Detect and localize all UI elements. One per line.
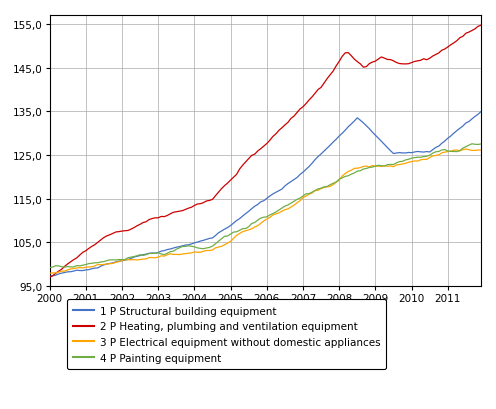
- Legend: 1 P Structural building equipment, 2 P Heating, plumbing and ventilation equipme: 1 P Structural building equipment, 2 P H…: [67, 300, 386, 369]
